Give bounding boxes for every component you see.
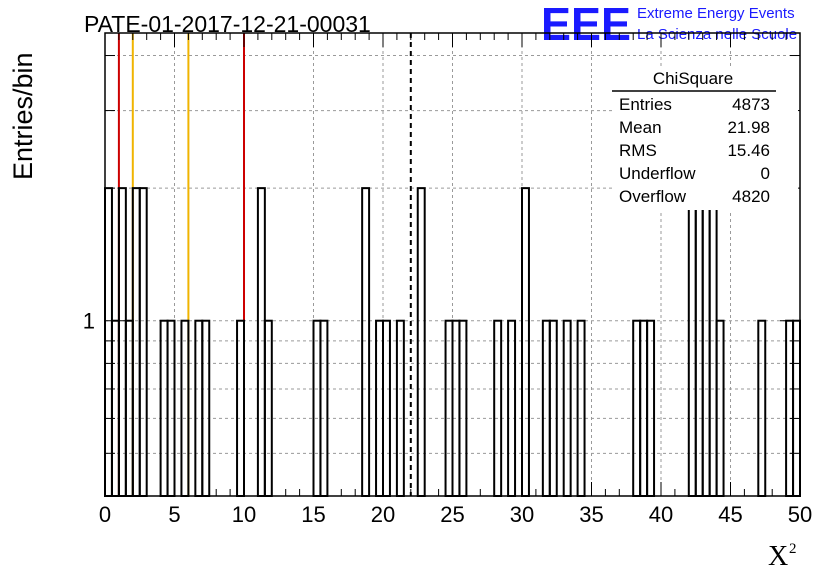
stats-row-label: Mean — [619, 118, 662, 137]
x-tick-label: 30 — [510, 502, 534, 527]
histogram-bin — [194, 319, 204, 497]
histogram-bin — [263, 319, 273, 497]
histogram-bin — [785, 319, 795, 497]
histogram-bin — [416, 187, 426, 497]
histogram-bin — [444, 319, 454, 497]
histogram-bin — [166, 319, 176, 497]
stats-row-value: 15.46 — [727, 141, 770, 160]
histogram-bin — [256, 187, 266, 497]
histogram-bin — [792, 319, 801, 497]
histogram-bin — [110, 319, 120, 497]
histogram-bin — [382, 319, 391, 497]
x-tick-label: 40 — [649, 502, 673, 527]
histogram-bin — [458, 319, 468, 497]
x-axis-title-main: X — [768, 541, 788, 572]
y-axis-ticks: 1 — [83, 55, 800, 454]
histogram-bin — [138, 187, 148, 497]
stats-row-value: 0 — [761, 164, 770, 183]
histogram-bin — [236, 319, 246, 497]
histogram-bin — [507, 319, 517, 497]
histogram-bin — [708, 187, 718, 497]
x-tick-label: 5 — [168, 502, 180, 527]
histogram-bin — [201, 319, 211, 497]
histogram-bin — [159, 319, 169, 497]
x-axis-title: X 2 — [768, 541, 797, 572]
eee-logo-text: EEE — [541, 0, 631, 50]
x-axis-ticks: 0 5 10 15 20 25 30 35 40 45 50 — [99, 33, 812, 527]
histogram-bin — [541, 319, 551, 497]
histogram-bin — [361, 187, 371, 497]
x-tick-label: 45 — [718, 502, 742, 527]
histogram-bin — [312, 319, 322, 497]
histogram-bin — [117, 187, 127, 497]
histogram-bin — [131, 187, 141, 497]
stats-box-bg — [612, 66, 798, 210]
histogram-bin — [701, 187, 711, 497]
histogram-bin — [576, 319, 586, 497]
histogram-bin — [375, 319, 384, 497]
histogram-bin — [687, 187, 697, 497]
stats-row-value: 21.98 — [727, 118, 770, 137]
histogram-bin — [180, 319, 190, 497]
x-tick-label: 20 — [371, 502, 395, 527]
stats-row-label: RMS — [619, 141, 657, 160]
histogram-bin — [124, 319, 134, 497]
x-tick-label: 15 — [301, 502, 325, 527]
x-tick-label: 0 — [99, 502, 111, 527]
x-tick-label: 25 — [440, 502, 464, 527]
histogram-bin — [104, 187, 113, 497]
stats-row-value: 4873 — [732, 95, 770, 114]
histogram-bin — [451, 319, 461, 497]
histogram-bin — [632, 319, 642, 497]
histogram-bin — [493, 319, 503, 497]
histogram-bin — [548, 319, 558, 497]
histogram-bin — [715, 319, 725, 497]
histogram-bin — [521, 187, 530, 497]
stats-row-value: 4820 — [732, 187, 770, 206]
eee-logo: EEE Extreme Energy Events La Scienza nel… — [541, 0, 797, 50]
histogram-bin — [562, 319, 572, 497]
x-axis-title-sup: 2 — [789, 541, 797, 557]
y-axis-title: Entries/bin — [8, 52, 38, 180]
histogram-bin — [646, 319, 656, 497]
histogram-bin — [395, 319, 405, 497]
x-tick-label: 50 — [788, 502, 812, 527]
eee-logo-line1: Extreme Energy Events — [637, 5, 795, 22]
stats-box: ChiSquare Entries 4873 Mean 21.98 RMS 15… — [612, 66, 798, 210]
histogram-bin — [639, 319, 649, 497]
stats-title: ChiSquare — [653, 69, 733, 88]
stats-row-label: Overflow — [619, 187, 687, 206]
x-tick-label: 10 — [232, 502, 256, 527]
stats-row-label: Underflow — [619, 164, 696, 183]
x-tick-label: 35 — [579, 502, 603, 527]
histogram-bin — [757, 319, 767, 497]
y-tick-label: 1 — [83, 309, 95, 334]
stats-row-label: Entries — [619, 95, 672, 114]
histogram-bin — [319, 319, 329, 497]
